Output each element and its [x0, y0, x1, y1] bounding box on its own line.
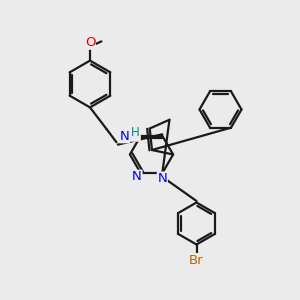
Text: Br: Br [189, 254, 204, 267]
Text: N: N [120, 130, 129, 143]
Text: O: O [85, 36, 95, 49]
Text: N: N [158, 172, 167, 185]
Text: H: H [131, 125, 140, 139]
Text: N: N [132, 170, 142, 183]
Text: N: N [130, 128, 140, 141]
